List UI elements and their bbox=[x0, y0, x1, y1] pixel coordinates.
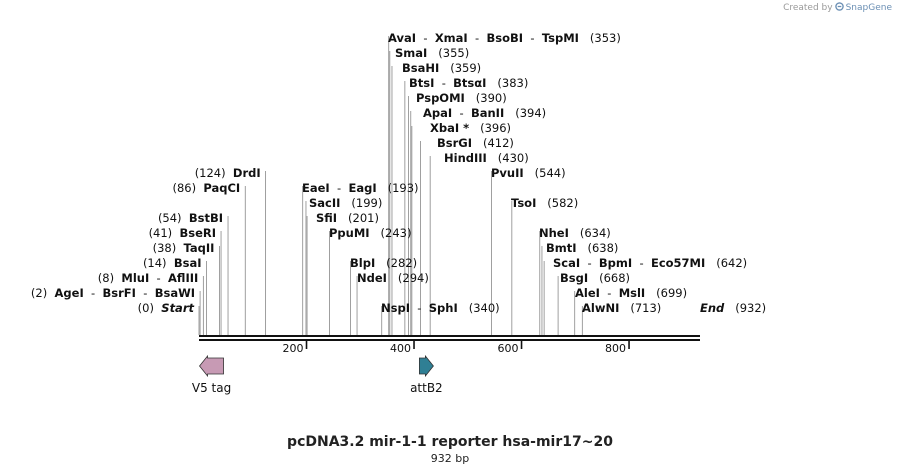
sequence-backbone bbox=[199, 335, 700, 341]
site-label[interactable]: AleI - MslI (699) bbox=[575, 286, 687, 300]
backbone-bottom-strand bbox=[199, 339, 700, 341]
feature-arrow[interactable] bbox=[199, 354, 224, 378]
site-label[interactable]: PspOMI (390) bbox=[416, 91, 507, 105]
axis-tick-label: 400 bbox=[390, 342, 411, 355]
svg-text:(41) BseRI: (41) BseRI bbox=[149, 226, 216, 240]
features: V5 tag attB2 bbox=[192, 354, 443, 395]
svg-text:XbaI * (396): XbaI * (396) bbox=[430, 121, 511, 135]
backbone-top-strand bbox=[199, 335, 700, 337]
site-label[interactable]: (38) TaqII bbox=[153, 241, 215, 255]
feature-label: V5 tag bbox=[192, 381, 231, 395]
svg-text:SfiI (201): SfiI (201) bbox=[316, 211, 379, 225]
svg-text:PvuII (544): PvuII (544) bbox=[491, 166, 566, 180]
svg-text:BsaHI (359): BsaHI (359) bbox=[402, 61, 481, 75]
site-label[interactable]: NdeI (294) bbox=[357, 271, 429, 285]
site-label[interactable]: (41) BseRI bbox=[149, 226, 216, 240]
site-label[interactable]: End (932) bbox=[700, 301, 766, 315]
site-label[interactable]: ScaI - BpmI - Eco57MI (642) bbox=[553, 256, 747, 270]
svg-text:AleI - MslI (699): AleI - MslI (699) bbox=[575, 286, 687, 300]
svg-text:PpuMI (243): PpuMI (243) bbox=[329, 226, 411, 240]
svg-text:NheI (634): NheI (634) bbox=[539, 226, 611, 240]
site-label[interactable]: (14) BsaI bbox=[143, 256, 202, 270]
credit-prefix: Created by bbox=[783, 3, 833, 13]
site-label[interactable]: (2) AgeI - BsrFI - BsaWI bbox=[31, 286, 195, 300]
site-label[interactable]: BmtI (638) bbox=[546, 241, 618, 255]
svg-text:SmaI (355): SmaI (355) bbox=[395, 46, 469, 60]
svg-text:HindIII (430): HindIII (430) bbox=[444, 151, 529, 165]
svg-text:AlwNI (713): AlwNI (713) bbox=[582, 301, 661, 315]
svg-text:NspI - SphI (340): NspI - SphI (340) bbox=[381, 301, 500, 315]
svg-text:ScaI - BpmI - Eco57MI (6: ScaI - BpmI - Eco57MI (642) bbox=[553, 256, 747, 270]
svg-text:PspOMI (390): PspOMI (390) bbox=[416, 91, 507, 105]
axis-tick-label: 800 bbox=[605, 342, 626, 355]
site-label[interactable]: PpuMI (243) bbox=[329, 226, 411, 240]
feature-arrow[interactable] bbox=[418, 354, 434, 378]
axis-tick-label: 600 bbox=[498, 342, 519, 355]
site-label[interactable]: BlpI (282) bbox=[350, 256, 417, 270]
site-label[interactable]: (54) BstBI bbox=[158, 211, 223, 225]
axis-tick-label: 200 bbox=[283, 342, 304, 355]
svg-text:(124) DrdI: (124) DrdI bbox=[195, 166, 261, 180]
site-label[interactable]: NheI (634) bbox=[539, 226, 611, 240]
svg-text:NdeI (294): NdeI (294) bbox=[357, 271, 429, 285]
svg-text:(8) MluI - AflIII: (8) MluI - AflIII bbox=[98, 271, 199, 285]
site-label[interactable]: EaeI - EagI (193) bbox=[302, 181, 419, 195]
svg-text:BtsI - BtsαI (383): BtsI - BtsαI (383) bbox=[409, 76, 528, 90]
svg-text:BmtI (638): BmtI (638) bbox=[546, 241, 618, 255]
svg-text:(0) Start: (0) Start bbox=[138, 301, 195, 315]
site-label[interactable]: (8) MluI - AflIII bbox=[98, 271, 199, 285]
credit-brand: SnapGene bbox=[845, 3, 892, 13]
site-label[interactable]: ApaI - BanII (394) bbox=[423, 106, 546, 120]
svg-text:EaeI - EagI (193): EaeI - EagI (193) bbox=[302, 181, 419, 195]
svg-text:BsrGI (412): BsrGI (412) bbox=[437, 136, 514, 150]
site-label[interactable]: TsoI (582) bbox=[511, 196, 578, 210]
svg-text:End (932): End (932) bbox=[700, 301, 766, 315]
snapgene-credit: Created by SnapGene bbox=[783, 2, 892, 14]
site-label[interactable]: SfiI (201) bbox=[316, 211, 379, 225]
site-label[interactable]: BsrGI (412) bbox=[437, 136, 514, 150]
snapgene-logo-icon bbox=[834, 2, 844, 14]
site-label[interactable]: BsaHI (359) bbox=[402, 61, 481, 75]
site-label[interactable]: (86) PaqCI bbox=[172, 181, 240, 195]
site-label[interactable]: HindIII (430) bbox=[444, 151, 529, 165]
site-label[interactable]: (0) Start bbox=[138, 301, 195, 315]
site-label[interactable]: SacII (199) bbox=[309, 196, 382, 210]
site-label[interactable]: SmaI (355) bbox=[395, 46, 469, 60]
svg-text:BsgI (668): BsgI (668) bbox=[560, 271, 630, 285]
svg-text:(38) TaqII: (38) TaqII bbox=[153, 241, 215, 255]
svg-text:AvaI - XmaI - BsoBI - Ts: AvaI - XmaI - BsoBI - TspMI (353) bbox=[388, 31, 621, 45]
site-label[interactable]: AlwNI (713) bbox=[582, 301, 661, 315]
map-title: pcDNA3.2 mir-1-1 reporter hsa-mir17~20 bbox=[287, 434, 613, 450]
axis-ticks: 200 400 600 800 bbox=[283, 341, 630, 355]
site-label[interactable]: NspI - SphI (340) bbox=[381, 301, 500, 315]
feature-label: attB2 bbox=[410, 381, 443, 395]
site-lines bbox=[198, 36, 583, 335]
svg-text:SacII (199): SacII (199) bbox=[309, 196, 382, 210]
site-label[interactable]: (124) DrdI bbox=[195, 166, 261, 180]
site-label[interactable]: PvuII (544) bbox=[491, 166, 566, 180]
svg-text:(54) BstBI: (54) BstBI bbox=[158, 211, 223, 225]
map-length: 932 bp bbox=[430, 452, 470, 465]
svg-text:BlpI (282): BlpI (282) bbox=[350, 256, 417, 270]
svg-text:ApaI - BanII (394): ApaI - BanII (394) bbox=[423, 106, 546, 120]
svg-text:(86) PaqCI: (86) PaqCI bbox=[172, 181, 240, 195]
site-label[interactable]: BtsI - BtsαI (383) bbox=[409, 76, 528, 90]
site-label[interactable]: XbaI * (396) bbox=[430, 121, 511, 135]
site-label[interactable]: BsgI (668) bbox=[560, 271, 630, 285]
svg-text:(2) AgeI - BsrFI - BsaWI: (2) AgeI - BsrFI - BsaWI bbox=[31, 286, 195, 300]
svg-text:(14) BsaI: (14) BsaI bbox=[143, 256, 202, 270]
plasmid-map: 200 400 600 800 V5 tag attB2 (2) AgeI - BsrF… bbox=[31, 31, 766, 395]
site-labels[interactable]: (2) AgeI - BsrFI - BsaWI(0) Start (8) Mlu… bbox=[31, 31, 766, 315]
svg-text:TsoI (582): TsoI (582) bbox=[511, 196, 578, 210]
site-label[interactable]: AvaI - XmaI - BsoBI - TspMI (353) bbox=[388, 31, 621, 45]
